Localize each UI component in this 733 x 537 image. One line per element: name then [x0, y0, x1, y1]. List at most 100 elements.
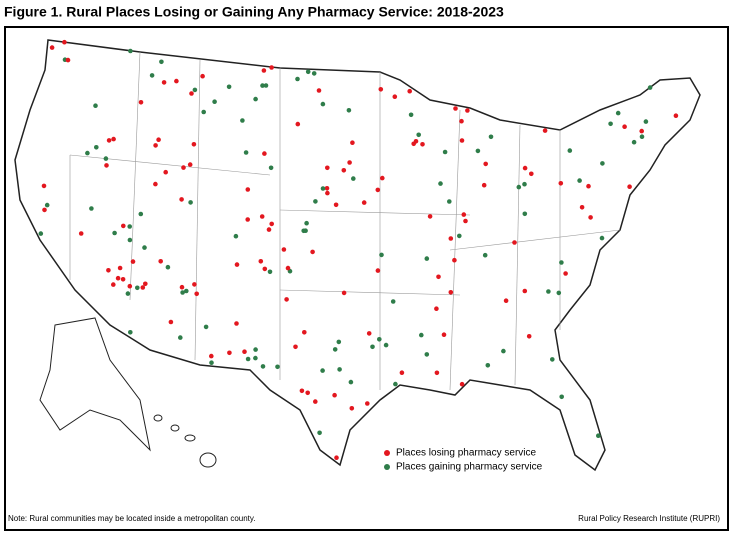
place-dot	[522, 165, 528, 171]
place-dot	[125, 291, 131, 296]
place-dot	[234, 321, 239, 326]
place-dot	[299, 388, 305, 394]
place-dot	[320, 101, 326, 107]
place-dot	[127, 224, 132, 229]
place-dot	[149, 73, 155, 78]
place-dot	[268, 165, 274, 171]
place-dot	[245, 356, 251, 362]
place-dot	[427, 214, 433, 219]
place-dot	[93, 103, 98, 108]
place-dot	[104, 163, 109, 168]
alaska	[39, 317, 151, 452]
place-dot	[209, 360, 214, 366]
place-dot	[408, 112, 414, 118]
place-dot	[452, 257, 457, 263]
place-dot	[189, 91, 194, 96]
place-dot	[281, 247, 287, 252]
place-dot	[106, 138, 112, 143]
place-dot	[459, 381, 465, 387]
place-dot	[38, 231, 44, 236]
place-dot	[522, 181, 527, 187]
place-dot	[350, 140, 355, 145]
place-dot	[526, 334, 532, 339]
place-dot	[377, 337, 382, 342]
place-dot	[512, 240, 517, 245]
legend-label: Places losing pharmacy service	[396, 448, 536, 459]
place-dot	[127, 237, 133, 243]
place-dot	[419, 332, 424, 338]
place-dot	[347, 160, 352, 165]
place-dot	[333, 202, 339, 208]
place-dot	[209, 353, 214, 359]
place-dot	[266, 227, 272, 232]
place-dot	[158, 259, 163, 264]
place-dot	[459, 138, 465, 143]
place-dot	[483, 161, 489, 167]
figure-title: Figure 1. Rural Places Losing or Gaining…	[4, 4, 504, 20]
place-dot	[336, 339, 342, 345]
place-dot	[253, 347, 258, 352]
place-dot	[89, 206, 94, 211]
place-dot	[302, 330, 307, 335]
place-dot	[380, 175, 385, 181]
place-dot	[482, 252, 488, 258]
place-dot	[631, 139, 637, 145]
place-dot	[488, 134, 494, 140]
place-dot	[127, 283, 133, 289]
place-dot	[313, 199, 318, 204]
place-dot	[522, 211, 528, 217]
place-dot	[159, 59, 164, 65]
place-dot	[542, 128, 548, 133]
place-dot	[179, 197, 184, 202]
place-dot	[179, 284, 185, 290]
place-dot	[457, 233, 462, 239]
place-dot	[416, 132, 422, 138]
place-dot	[673, 113, 679, 118]
place-dot	[203, 324, 209, 330]
place-dot	[311, 71, 317, 76]
place-dot	[361, 200, 367, 205]
us-outline	[14, 39, 701, 472]
place-dot	[563, 271, 568, 276]
place-dot	[261, 68, 267, 73]
place-dot	[178, 335, 183, 340]
place-dot	[485, 363, 491, 368]
place-dot	[227, 350, 232, 356]
place-dots	[38, 39, 679, 461]
place-dot	[138, 211, 144, 217]
place-dot	[436, 274, 441, 280]
place-dot	[501, 348, 506, 354]
place-dot	[313, 399, 318, 404]
place-dot	[392, 94, 398, 99]
place-dot	[253, 96, 258, 102]
place-dot	[424, 352, 430, 357]
place-dot	[94, 145, 99, 150]
place-dot	[212, 99, 217, 104]
place-dot	[184, 288, 189, 294]
place-dot	[267, 269, 273, 275]
place-dot	[112, 230, 117, 236]
place-dot	[465, 108, 470, 113]
place-dot	[567, 148, 573, 153]
place-dot	[461, 212, 467, 217]
place-dot	[242, 349, 247, 355]
place-dot	[463, 218, 468, 224]
place-dot	[143, 281, 148, 287]
place-dot	[448, 236, 454, 241]
place-dot	[529, 171, 534, 177]
place-dot	[378, 87, 384, 92]
place-dot	[263, 83, 269, 88]
place-dot	[135, 285, 140, 291]
place-dot	[42, 207, 47, 213]
place-dot	[243, 150, 249, 155]
place-dot	[188, 200, 193, 205]
state-lines	[69, 51, 621, 391]
place-dot	[399, 370, 405, 376]
place-dot	[233, 233, 239, 239]
place-dot	[128, 330, 133, 335]
place-dot	[163, 169, 168, 175]
place-dot	[259, 214, 265, 219]
place-dot	[168, 319, 174, 325]
